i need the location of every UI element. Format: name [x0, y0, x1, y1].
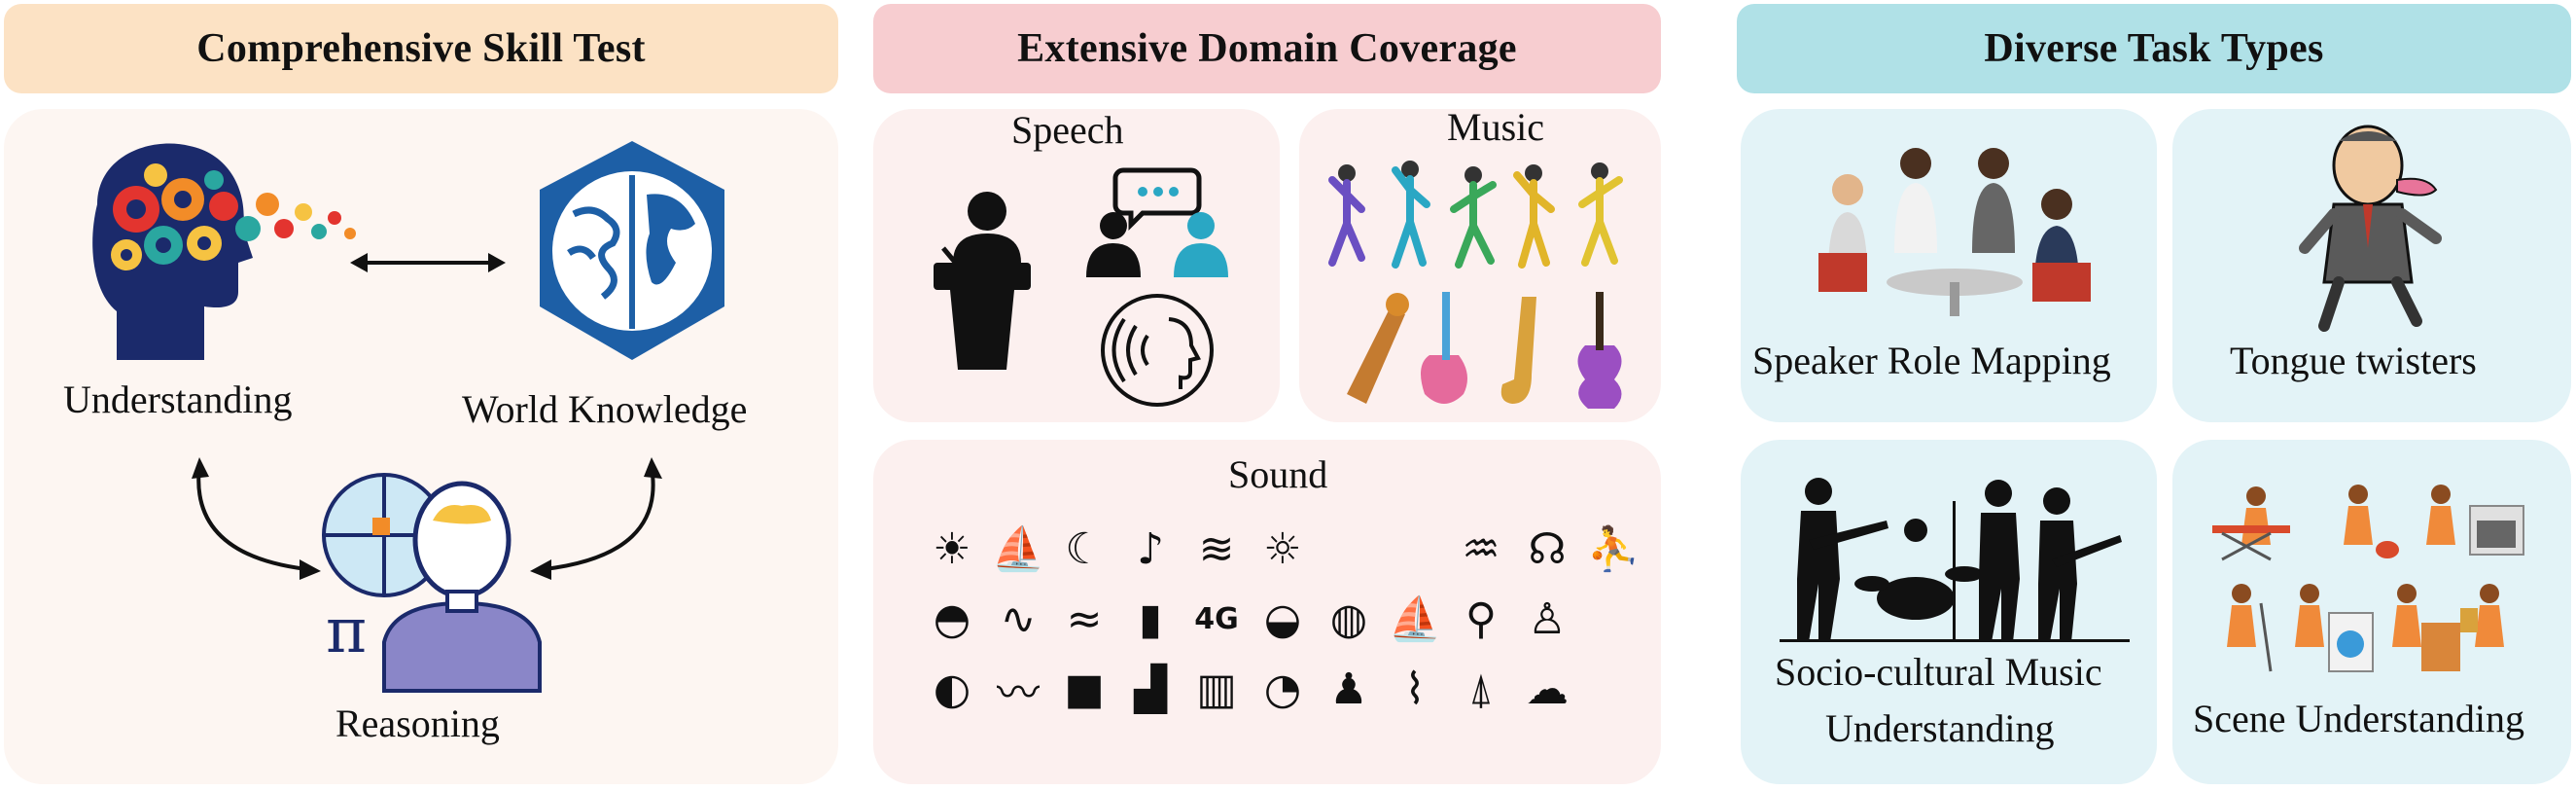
- sea-icon: 〰: [997, 668, 1040, 718]
- wave-swirl-icon: ◍: [1329, 593, 1368, 644]
- sun-waves-icon: ☼: [1263, 523, 1302, 574]
- person-sit-icon: ♟: [1329, 664, 1368, 714]
- curved-arrow-right: [530, 457, 662, 580]
- swimmer-icon: ⛹: [1586, 524, 1641, 574]
- header-task-types: Diverse Task Types: [1737, 4, 2571, 93]
- reasoning-person-icon: π: [322, 473, 542, 693]
- sail-icon: ⛵: [1388, 594, 1442, 644]
- header-task-types-label: Diverse Task Types: [1984, 26, 2324, 71]
- header-skill-test-label: Comprehensive Skill Test: [196, 26, 646, 71]
- head-gears-icon: [92, 143, 356, 360]
- label-tongue-twisters: Tongue twisters: [2230, 339, 2477, 382]
- wave-up-icon: ◔: [1263, 664, 1302, 714]
- pool-icon: ♒: [1462, 523, 1500, 574]
- instruments-icon: [1347, 292, 1622, 409]
- antenna-icon: ⚲: [1464, 593, 1498, 644]
- sailboat-icon: ⛵: [991, 524, 1045, 574]
- stairs-wave-icon: ⌇: [1404, 664, 1426, 714]
- sound-card: [873, 440, 1661, 784]
- waves-icon: ≋: [1198, 523, 1235, 574]
- cloud-sun-icon: ☁: [1526, 664, 1569, 714]
- label-world-knowledge: World Knowledge: [462, 387, 748, 431]
- voice-head-icon: [1101, 294, 1214, 407]
- meeting-people-icon: [1818, 148, 2091, 316]
- audio-wave-icon: ∿: [1000, 593, 1037, 644]
- label-reasoning: Reasoning: [335, 701, 500, 745]
- brain-globe-icon: [540, 141, 724, 360]
- double-arrow-horizontal: [350, 253, 506, 272]
- blank-slot: [1585, 591, 1641, 647]
- wave-circle-icon: ◐: [933, 664, 971, 714]
- big-wave-icon: ◒: [1263, 593, 1302, 644]
- curved-arrow-left: [192, 457, 321, 580]
- header-domain-coverage: Extensive Domain Coverage: [873, 4, 1661, 93]
- person-icon: ♙: [1528, 593, 1567, 644]
- blank-slot: [1387, 521, 1443, 577]
- sound-icon-grid: ☀ ⛵ ☾ ♪ ≋ ☼ ♒ ☊ ⛹ ◓ ∿ ≈ ▮ 4G ◒ ◍ ⛵ ⚲ ♙ ◐…: [924, 521, 1708, 719]
- 4g-icon: 4G: [1194, 601, 1239, 636]
- label-sound: Sound: [1228, 452, 1328, 496]
- blank-slot: [1651, 521, 1708, 577]
- header-domain-coverage-label: Extensive Domain Coverage: [1017, 26, 1517, 71]
- band-silhouette-icon: [1780, 478, 2130, 642]
- label-socio-line1: Socio-cultural Music: [1775, 650, 2102, 694]
- equalizer-icon: ▥: [1196, 664, 1237, 714]
- blank-slot: [1651, 591, 1708, 647]
- label-music: Music: [1447, 105, 1544, 149]
- building-wave-icon: ▟: [1134, 664, 1167, 714]
- birds-icon: ≈: [1066, 593, 1103, 644]
- label-scene-understanding: Scene Understanding: [2193, 697, 2525, 740]
- podium-speaker-icon: [934, 192, 1031, 370]
- conversation-icon: [1086, 167, 1228, 277]
- label-socio-line2: Understanding: [1825, 706, 2055, 750]
- music-note-icon: ♪: [1136, 523, 1165, 574]
- radio-tower-icon: ⍋: [1467, 664, 1495, 714]
- header-skill-test: Comprehensive Skill Test: [4, 4, 838, 93]
- blank-slot: [1321, 521, 1377, 577]
- weather-sun-icon: ☀: [933, 523, 971, 574]
- housework-scenes-icon: [2212, 485, 2524, 672]
- water-box-icon: ■: [1064, 664, 1105, 714]
- label-understanding: Understanding: [63, 378, 293, 421]
- tongue-twister-man-icon: [2299, 125, 2442, 332]
- label-speaker-role: Speaker Role Mapping: [1752, 339, 2111, 382]
- phone-icon: ▮: [1138, 593, 1163, 644]
- surf-icon: ◓: [933, 593, 971, 644]
- moon-wave-icon: ☾: [1065, 523, 1104, 574]
- headphones-icon: ☊: [1528, 523, 1567, 574]
- svg-text:π: π: [326, 595, 367, 667]
- dancers-icon: [1328, 161, 1623, 269]
- label-speech: Speech: [1011, 108, 1124, 152]
